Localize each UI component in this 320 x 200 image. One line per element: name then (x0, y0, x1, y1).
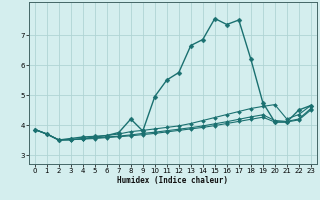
X-axis label: Humidex (Indice chaleur): Humidex (Indice chaleur) (117, 176, 228, 185)
